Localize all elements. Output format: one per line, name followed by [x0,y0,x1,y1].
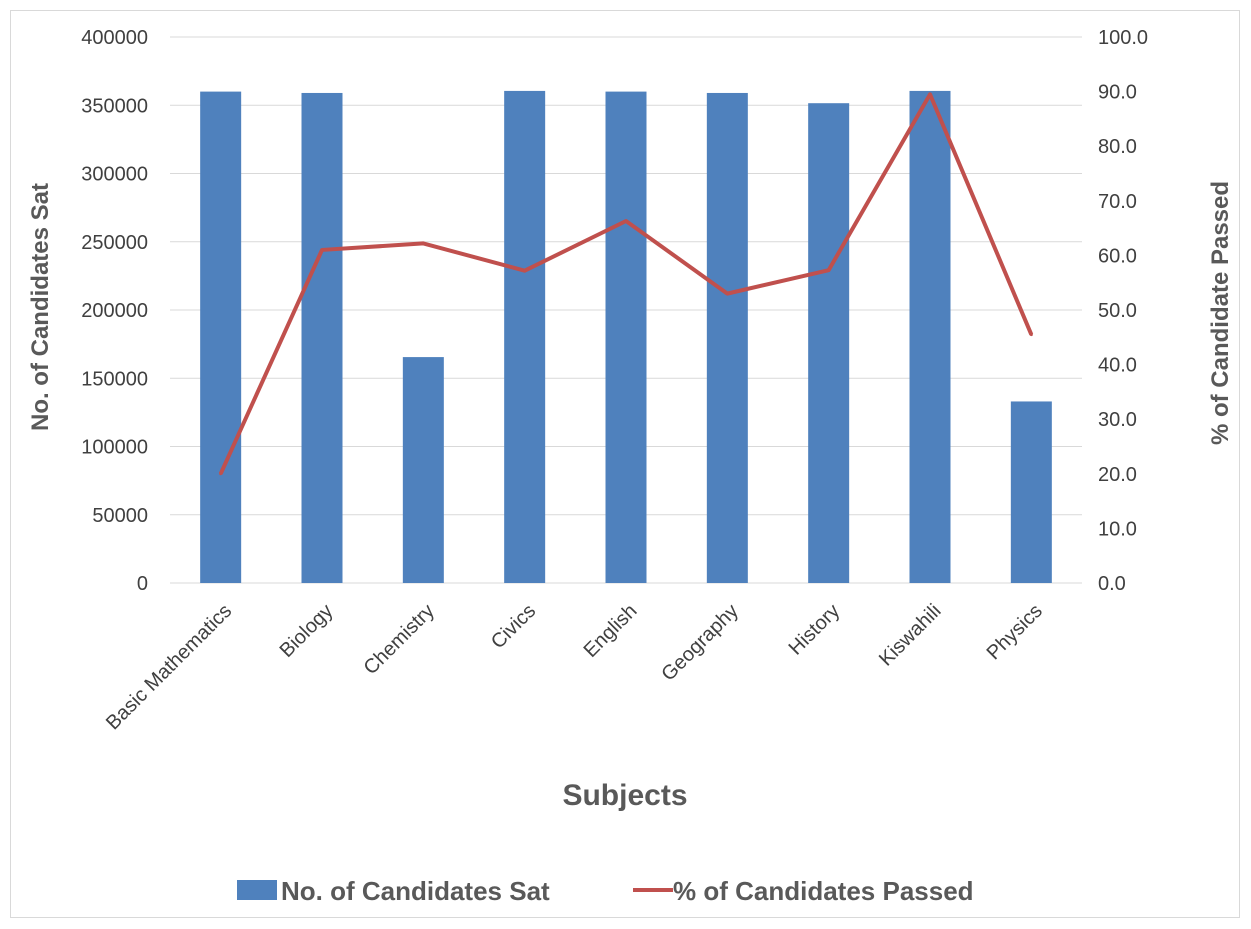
y2-axis-ticks: 0.0 10.0 20.0 30.0 40.0 50.0 60.0 70.0 80.0 90.0 1… [1098,27,1148,595]
x-axis-ticks: Basic Mathematics Biology Chemistry Civics E… [102,600,1047,734]
line-series [218,92,1034,476]
line-point [421,241,425,245]
x-tick-label: Biology [276,600,338,662]
bar-series [200,90,1052,583]
y2-axis-title: % of Candidate Passed [1207,181,1234,445]
y-tick-label: 200000 [81,300,148,322]
bar [605,91,647,583]
y-axis-ticks: 0 50000 100000 150000 200000 250000 300000 3500… [81,27,148,595]
y2-tick-label: 40.0 [1098,355,1137,377]
bar [808,103,850,583]
x-tick-label: Geography [657,600,743,686]
line-point [523,269,527,273]
y2-tick-label: 20.0 [1098,464,1137,486]
y-tick-label: 300000 [81,164,148,186]
line-point [928,92,932,96]
bar [909,90,951,583]
y2-tick-label: 0.0 [1098,573,1126,595]
bar [504,90,546,583]
y2-tick-label: 100.0 [1098,27,1148,49]
y2-tick-label: 90.0 [1098,82,1137,104]
y2-tick-label: 60.0 [1098,245,1137,267]
bar [200,91,242,583]
bar [301,92,343,583]
y-axis-title: No. of Candidates Sat [27,183,54,431]
x-tick-label: Chemistry [360,600,439,679]
y-tick-label: 150000 [81,368,148,390]
line-point [725,292,729,296]
bar [706,92,748,583]
y2-tick-label: 50.0 [1098,300,1137,322]
legend-label-bar: No. of Candidates Sat [281,876,550,906]
line-point [1029,333,1033,337]
y-tick-label: 350000 [81,95,148,117]
y2-tick-label: 30.0 [1098,409,1137,431]
y-tick-label: 250000 [81,232,148,254]
y2-tick-label: 70.0 [1098,191,1137,213]
bar [1010,401,1052,583]
y-tick-label: 50000 [92,505,148,527]
y2-tick-label: 80.0 [1098,136,1137,158]
x-axis-title: Subjects [562,779,687,812]
x-tick-label: Kiswahili [875,600,946,671]
x-tick-label: Physics [983,600,1047,664]
y-tick-label: 400000 [81,27,148,49]
y-tick-label: 0 [137,573,148,595]
line-point [320,248,324,252]
legend-label-line: % of Candidates Passed [673,876,974,906]
bar [402,357,444,583]
legend: No. of Candidates Sat % of Candidates Pa… [237,876,974,906]
y2-tick-label: 10.0 [1098,518,1137,540]
legend-swatch-bar [237,880,277,900]
x-tick-label: History [785,600,845,660]
x-tick-label: Civics [487,600,540,653]
x-tick-label: English [580,600,642,662]
x-tick-label: Basic Mathematics [102,600,236,734]
y-tick-label: 100000 [81,437,148,459]
line-point [624,219,628,223]
line-point [827,268,831,272]
line-point [219,472,223,476]
